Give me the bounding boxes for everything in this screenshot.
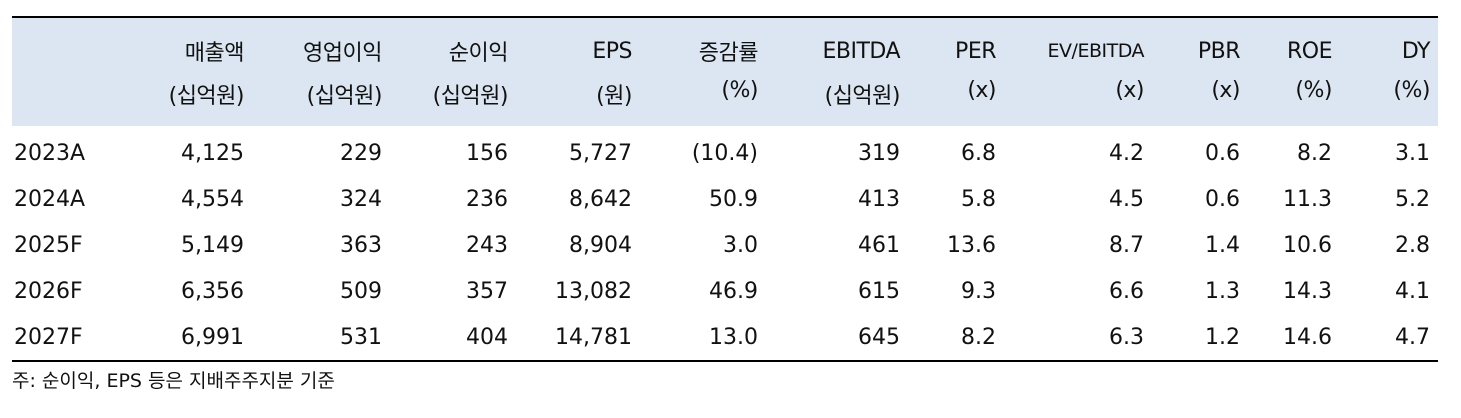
table-cell: (10.4) xyxy=(691,140,758,166)
header-cell: 매출액 xyxy=(124,16,252,78)
header-cell: EV/EBITDA xyxy=(1004,16,1152,78)
table-row: 2027F 6,991 531 404 14,781 13.0 645 8.2 … xyxy=(12,314,1438,362)
table-cell: 363 xyxy=(340,232,382,258)
table-cell: 46.9 xyxy=(709,278,758,304)
table-cell: 357 xyxy=(466,278,508,304)
unit-cell: (%) xyxy=(1248,78,1340,126)
unit-cell: (%) xyxy=(1340,78,1438,126)
header-cell xyxy=(12,16,124,78)
table-cell: 10.6 xyxy=(1283,232,1332,258)
table-cell: 14,781 xyxy=(516,314,640,362)
table-cell: 13.0 xyxy=(640,314,766,362)
unit-cell: (십억원) xyxy=(390,78,516,126)
table-cell: 156 xyxy=(466,140,508,166)
unit-cell: (원) xyxy=(516,78,640,126)
unit-cell: (십억원) xyxy=(124,78,252,126)
table-row: 2025F 5,149 363 243 8,904 3.0 461 13.6 8… xyxy=(12,222,1438,268)
unit-cell: (x) xyxy=(908,78,1004,126)
table-cell: 1.2 xyxy=(1152,314,1248,362)
row-year-label: 2023A xyxy=(14,140,86,166)
row-year-label: 2027F xyxy=(12,314,124,362)
table-cell: 5.2 xyxy=(1395,186,1430,212)
table-cell: 461 xyxy=(858,232,900,258)
table-cell: 615 xyxy=(858,278,900,304)
table-cell: 243 xyxy=(466,232,508,258)
table-cell: 5,149 xyxy=(181,232,244,258)
header-cell: 영업이익 xyxy=(252,16,390,78)
table-cell: 6,356 xyxy=(181,278,244,304)
table-cell: 2.8 xyxy=(1395,232,1430,258)
header-cell: EBITDA xyxy=(766,16,908,78)
table-cell: 4.2 xyxy=(1109,140,1144,166)
header-cell: 순이익 xyxy=(390,16,516,78)
table-cell: 6,991 xyxy=(124,314,252,362)
header-cell: EPS xyxy=(516,16,640,78)
table-cell: 13,082 xyxy=(555,278,632,304)
table-cell: 404 xyxy=(390,314,516,362)
table-cell: 13.6 xyxy=(947,232,996,258)
table-cell: 1.3 xyxy=(1205,278,1240,304)
table-cell: 6.6 xyxy=(1109,278,1144,304)
table-cell: 236 xyxy=(466,186,508,212)
table-cell: 9.3 xyxy=(961,278,996,304)
header-cell: ROE xyxy=(1248,16,1340,78)
table-row: 2026F 6,356 509 357 13,082 46.9 615 9.3 … xyxy=(12,268,1438,314)
table-cell: 4,554 xyxy=(181,186,244,212)
table-cell: 6.3 xyxy=(1004,314,1152,362)
table-cell: 6.8 xyxy=(961,140,996,166)
unit-cell xyxy=(12,78,124,126)
unit-cell: (십억원) xyxy=(252,78,390,126)
table-row: 2024A 4,554 324 236 8,642 50.9 413 5.8 4… xyxy=(12,176,1438,222)
unit-cell: (%) xyxy=(640,78,766,126)
table-cell: 14.6 xyxy=(1248,314,1340,362)
row-year-label: 2025F xyxy=(14,232,83,258)
header-cell: PBR xyxy=(1152,16,1248,78)
table-cell: 14.3 xyxy=(1283,278,1332,304)
table-cell: 3.1 xyxy=(1395,140,1430,166)
table-cell: 5,727 xyxy=(569,140,632,166)
table-cell: 8.7 xyxy=(1109,232,1144,258)
header-cell: DY xyxy=(1340,16,1438,78)
table-cell: 4.1 xyxy=(1395,278,1430,304)
table-cell: 50.9 xyxy=(709,186,758,212)
table-cell: 3.0 xyxy=(723,232,758,258)
table-footnote: 주: 순이익, EPS 등은 지배주주지분 기준 xyxy=(12,370,335,392)
table-cell: 8.2 xyxy=(1297,140,1332,166)
table-cell: 8,642 xyxy=(569,186,632,212)
table-cell: 319 xyxy=(858,140,900,166)
table-cell: 0.6 xyxy=(1205,186,1240,212)
financial-summary-table-container: 매출액 영업이익 순이익 EPS 증감률 EBITDA PER EV/EBITD… xyxy=(12,16,1438,362)
table-body: 2023A 4,125 229 156 5,727 (10.4) 319 6.8… xyxy=(12,126,1438,362)
unit-cell: (십억원) xyxy=(766,78,908,126)
table-cell: 509 xyxy=(340,278,382,304)
table-cell: 4,125 xyxy=(181,140,244,166)
table-cell: 11.3 xyxy=(1283,186,1332,212)
table-row: 2023A 4,125 229 156 5,727 (10.4) 319 6.8… xyxy=(12,126,1438,176)
financial-summary-table: 매출액 영업이익 순이익 EPS 증감률 EBITDA PER EV/EBITD… xyxy=(12,16,1438,362)
table-cell: 229 xyxy=(340,140,382,166)
table-cell: 413 xyxy=(858,186,900,212)
table-cell: 645 xyxy=(766,314,908,362)
table-cell: 1.4 xyxy=(1205,232,1240,258)
table-header: 매출액 영업이익 순이익 EPS 증감률 EBITDA PER EV/EBITD… xyxy=(12,16,1438,126)
table-cell: 531 xyxy=(252,314,390,362)
row-year-label: 2024A xyxy=(14,186,86,212)
header-row-units: (십억원) (십억원) (십억원) (원) (%) (십억원) (x) (x) … xyxy=(12,78,1438,126)
header-cell: 증감률 xyxy=(640,16,766,78)
table-cell: 324 xyxy=(340,186,382,212)
unit-cell: (x) xyxy=(1152,78,1248,126)
table-cell: 8,904 xyxy=(569,232,632,258)
table-cell: 4.5 xyxy=(1109,186,1144,212)
table-cell: 4.7 xyxy=(1340,314,1438,362)
table-cell: 0.6 xyxy=(1205,140,1240,166)
header-row-labels: 매출액 영업이익 순이익 EPS 증감률 EBITDA PER EV/EBITD… xyxy=(12,16,1438,78)
unit-cell: (x) xyxy=(1004,78,1152,126)
table-cell: 5.8 xyxy=(961,186,996,212)
header-cell: PER xyxy=(908,16,1004,78)
table-cell: 8.2 xyxy=(908,314,1004,362)
row-year-label: 2026F xyxy=(14,278,83,304)
